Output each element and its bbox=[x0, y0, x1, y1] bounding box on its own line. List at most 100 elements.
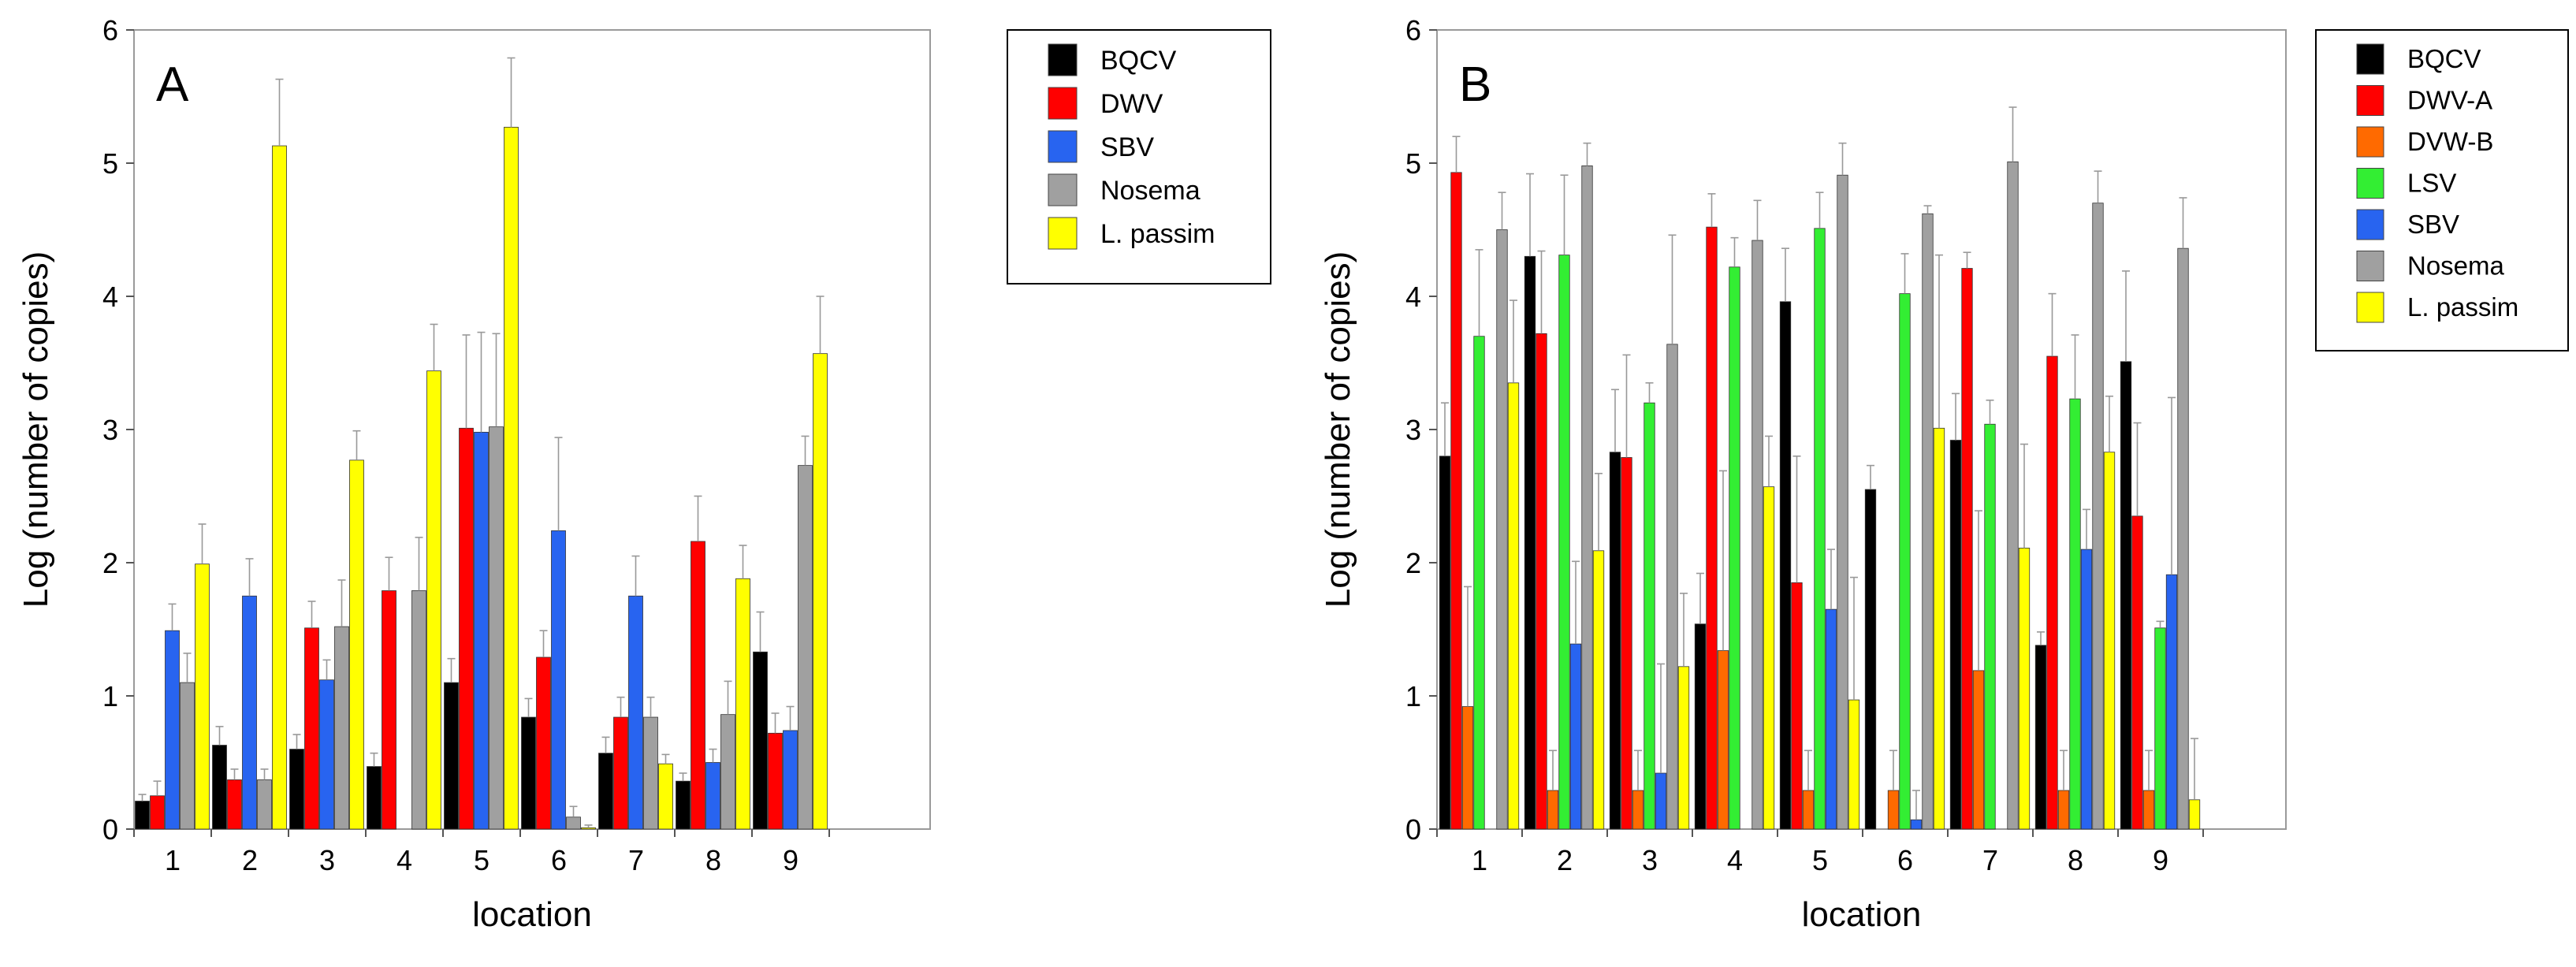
y-tick-label: 5 bbox=[102, 147, 118, 180]
y-tick-label: 0 bbox=[1405, 813, 1421, 846]
x-tick-label: 2 bbox=[1557, 844, 1573, 876]
bar bbox=[1592, 550, 1605, 830]
bar bbox=[1547, 790, 1559, 830]
bar bbox=[1621, 457, 1632, 830]
bar bbox=[411, 590, 426, 830]
bar bbox=[1677, 666, 1690, 830]
bar bbox=[2131, 515, 2143, 830]
bar bbox=[1569, 643, 1582, 830]
bar bbox=[165, 630, 180, 830]
legend-swatch bbox=[2356, 209, 2384, 240]
bar bbox=[1507, 382, 1520, 830]
bar bbox=[2120, 361, 2132, 830]
bar bbox=[1791, 582, 1803, 830]
bar bbox=[1717, 650, 1729, 830]
bar bbox=[1899, 293, 1911, 830]
bar bbox=[489, 426, 504, 830]
x-tick-label: 6 bbox=[1897, 844, 1913, 876]
legend-swatch bbox=[2356, 251, 2384, 281]
x-tick-label: 1 bbox=[1472, 844, 1487, 876]
legend-label: BQCV bbox=[2407, 44, 2481, 73]
bar bbox=[2046, 355, 2058, 830]
bar bbox=[1666, 344, 1678, 830]
bar bbox=[242, 595, 257, 830]
bar bbox=[212, 745, 227, 830]
legend-swatch bbox=[1048, 217, 1078, 250]
bar bbox=[2188, 799, 2201, 830]
bar bbox=[1949, 440, 1962, 830]
y-axis-label: Log (number of copies) bbox=[1319, 251, 1357, 608]
x-tick-label: 8 bbox=[2068, 844, 2083, 876]
bar bbox=[1609, 452, 1621, 830]
plot-frame bbox=[133, 29, 931, 830]
bar bbox=[613, 716, 628, 830]
x-tick-label: 7 bbox=[628, 844, 644, 876]
bar bbox=[1524, 255, 1536, 830]
bar bbox=[1536, 333, 1547, 830]
bar bbox=[1972, 670, 1985, 830]
bar bbox=[628, 595, 643, 830]
bar bbox=[474, 431, 489, 830]
panel-a: 0 1 2 3 4 5 6 1 2 3 4 5 6 7 8 9 Log (number of copies) lo… bbox=[17, 14, 1271, 934]
x-tick-label: 6 bbox=[551, 844, 567, 876]
y-tick-label: 4 bbox=[102, 281, 118, 313]
bar bbox=[257, 779, 272, 830]
bar bbox=[2165, 574, 2178, 830]
bar bbox=[2057, 790, 2070, 830]
bar bbox=[551, 530, 566, 830]
panel-b: 0 1 2 3 4 5 6 1 2 3 4 5 6 7 8 9 Log (number of copies) lo… bbox=[1319, 14, 2569, 934]
bar bbox=[1461, 706, 1474, 830]
bar bbox=[1763, 486, 1775, 830]
bar bbox=[304, 627, 319, 830]
bar bbox=[444, 682, 459, 830]
bar bbox=[705, 762, 720, 830]
x-tick-label: 9 bbox=[2153, 844, 2168, 876]
bar bbox=[272, 145, 287, 830]
bar bbox=[459, 427, 474, 830]
y-tick-label: 2 bbox=[1405, 547, 1421, 579]
bar bbox=[581, 827, 596, 830]
bar bbox=[1984, 423, 1996, 830]
bar bbox=[349, 459, 364, 830]
bar bbox=[735, 578, 750, 830]
bar bbox=[2069, 398, 2081, 830]
bar bbox=[720, 714, 735, 830]
bar bbox=[2018, 548, 2031, 830]
x-tick-label: 9 bbox=[783, 844, 798, 876]
x-tick-label: 3 bbox=[319, 844, 335, 876]
bar bbox=[566, 816, 581, 830]
legend-swatch bbox=[2356, 292, 2384, 323]
bar bbox=[1825, 608, 1837, 830]
y-tick-label: 4 bbox=[1405, 281, 1421, 313]
bar bbox=[1961, 268, 1973, 830]
bar bbox=[426, 370, 441, 830]
bar bbox=[783, 730, 798, 830]
y-tick-label: 5 bbox=[1405, 147, 1421, 180]
bar bbox=[2092, 203, 2104, 830]
bar bbox=[643, 716, 658, 830]
y-tick-label: 0 bbox=[102, 813, 118, 846]
bar bbox=[536, 656, 551, 830]
legend-swatch bbox=[1048, 87, 1078, 120]
bar bbox=[1473, 336, 1485, 830]
legend-label: Nosema bbox=[2407, 251, 2505, 281]
bar bbox=[2103, 452, 2116, 830]
bar bbox=[1729, 266, 1740, 830]
legend-swatch bbox=[2356, 126, 2384, 158]
legend-swatch bbox=[2356, 43, 2384, 75]
bar bbox=[1439, 456, 1451, 830]
bar bbox=[150, 795, 165, 830]
x-tick-label: 1 bbox=[165, 844, 181, 876]
bar bbox=[135, 801, 150, 830]
bar bbox=[1848, 699, 1860, 830]
legend-label: SBV bbox=[1100, 132, 1154, 162]
y-tick-label: 1 bbox=[102, 680, 118, 712]
bar bbox=[1450, 172, 1462, 830]
x-tick-label: 5 bbox=[1812, 844, 1828, 876]
legend-label: DWV-A bbox=[2407, 86, 2492, 115]
legend-label: DWV bbox=[1100, 89, 1163, 119]
bar bbox=[382, 590, 396, 830]
x-tick-label: 5 bbox=[474, 844, 490, 876]
bar bbox=[1864, 489, 1877, 830]
